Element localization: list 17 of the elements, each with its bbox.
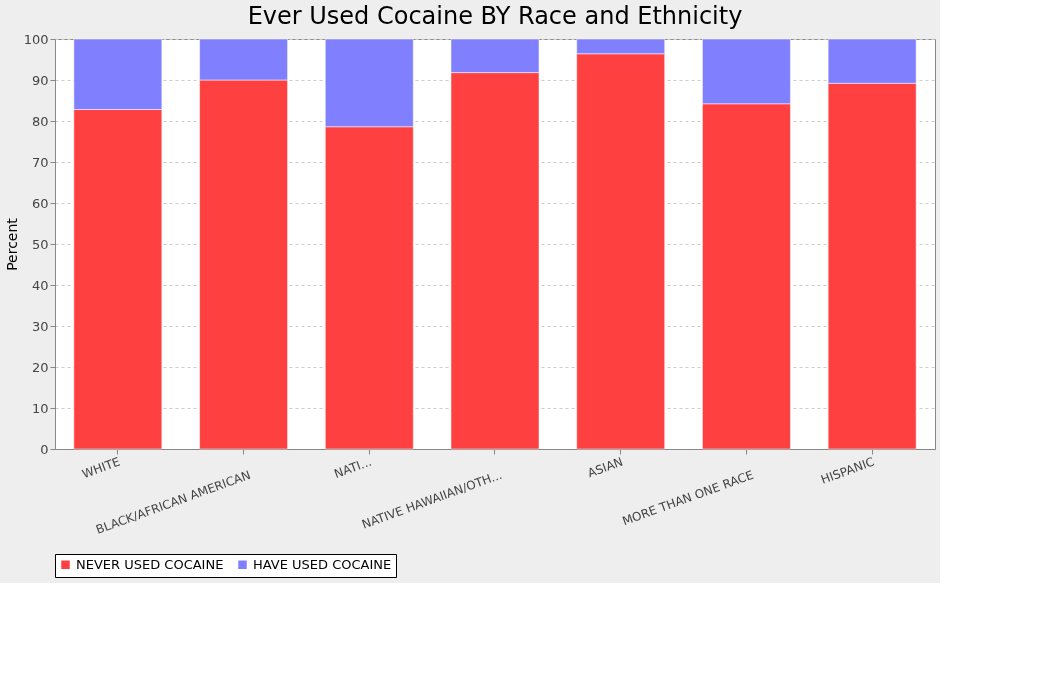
y-axis-title: Percent <box>3 217 20 271</box>
y-tick-label: 100 <box>23 31 49 47</box>
y-tick-label: 70 <box>31 154 49 170</box>
y-tick-label: 60 <box>31 195 49 211</box>
y-tick-label: 0 <box>40 441 49 457</box>
y-tick-label: 10 <box>31 400 49 416</box>
legend-label: HAVE USED COCAINE <box>253 556 392 572</box>
chart-title: Ever Used Cocaine BY Race and Ethnicity <box>247 2 743 30</box>
y-tick-label: 30 <box>31 318 49 334</box>
y-tick-label: 50 <box>31 236 49 252</box>
y-tick-label: 40 <box>31 277 49 293</box>
x-tick-label: NATI... <box>332 454 374 481</box>
y-tick-label: 80 <box>31 113 49 129</box>
x-tick-label: MORE THAN ONE RACE <box>620 467 756 529</box>
legend-label: NEVER USED COCAINE <box>76 556 224 572</box>
y-tick-label: 90 <box>31 72 49 88</box>
y-tick-label: 20 <box>31 359 49 375</box>
